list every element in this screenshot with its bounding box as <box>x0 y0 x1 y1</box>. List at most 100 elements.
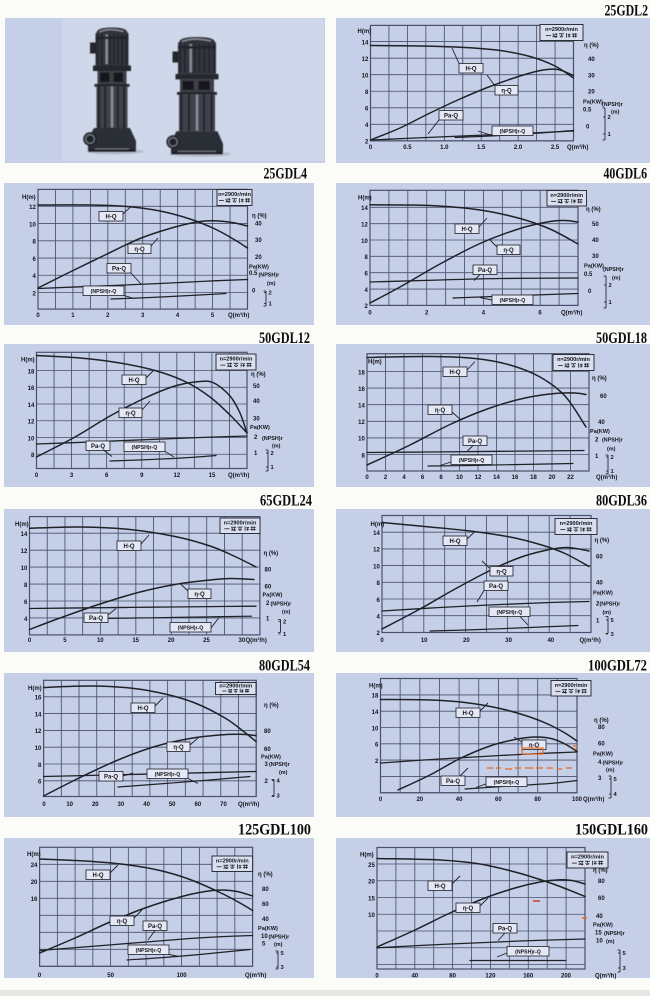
svg-text:40: 40 <box>598 420 605 426</box>
svg-text:H-Q: H-Q <box>435 884 446 890</box>
svg-text:3: 3 <box>611 632 615 638</box>
svg-text:15: 15 <box>368 896 375 902</box>
svg-text:70: 70 <box>220 802 227 808</box>
svg-text:6: 6 <box>364 272 368 278</box>
svg-text:15: 15 <box>132 638 139 644</box>
svg-text:100: 100 <box>572 797 583 803</box>
svg-text:0: 0 <box>36 313 40 319</box>
svg-text:H(m): H(m) <box>22 195 36 201</box>
svg-text:14: 14 <box>362 40 369 46</box>
svg-text:n=2900r/min: n=2900r/min <box>220 357 253 363</box>
svg-text:80: 80 <box>262 887 269 893</box>
svg-text:10: 10 <box>372 726 379 732</box>
svg-text:2: 2 <box>595 438 599 444</box>
svg-text:25GDL2: 25GDL2 <box>605 3 649 20</box>
svg-text:0.5: 0.5 <box>583 108 592 114</box>
svg-text:200: 200 <box>561 974 572 980</box>
svg-text:6: 6 <box>38 780 42 786</box>
svg-text:2: 2 <box>254 435 258 441</box>
svg-text:10: 10 <box>596 939 603 945</box>
svg-text:0: 0 <box>368 311 372 317</box>
svg-text:5: 5 <box>611 618 615 624</box>
svg-text:60: 60 <box>264 747 271 753</box>
svg-text:2: 2 <box>106 313 110 319</box>
svg-text:2: 2 <box>596 601 600 607</box>
svg-text:24: 24 <box>31 863 38 869</box>
svg-text:18: 18 <box>530 475 537 481</box>
svg-text:n=2900r/min: n=2900r/min <box>545 27 578 33</box>
svg-text:η (%): η (%) <box>586 207 601 213</box>
svg-text:80GDL36: 80GDL36 <box>596 493 647 510</box>
svg-text:1: 1 <box>596 618 600 624</box>
svg-text:Pa-Q: Pa-Q <box>444 113 458 119</box>
svg-text:14: 14 <box>358 404 365 410</box>
svg-text:Pa-Q: Pa-Q <box>478 268 492 274</box>
svg-text:Pa(KW): Pa(KW) <box>593 752 613 758</box>
svg-text:16: 16 <box>31 897 38 903</box>
svg-text:6: 6 <box>32 257 36 263</box>
svg-text:40: 40 <box>596 914 603 920</box>
svg-text:15: 15 <box>209 473 216 479</box>
svg-text:n=2900r/min: n=2900r/min <box>224 521 257 527</box>
svg-text:80: 80 <box>449 974 456 980</box>
svg-text:(NPSH)r: (NPSH)r <box>602 102 624 108</box>
svg-text:8: 8 <box>32 240 36 246</box>
svg-text:12: 12 <box>475 475 482 481</box>
svg-text:0: 0 <box>252 289 256 295</box>
svg-text:H-Q: H-Q <box>463 711 474 717</box>
svg-text:0: 0 <box>28 638 32 644</box>
svg-text:H(m): H(m) <box>371 522 385 528</box>
svg-text:η-Q: η-Q <box>134 247 145 253</box>
svg-text:60: 60 <box>495 797 502 803</box>
svg-text:60: 60 <box>598 742 605 748</box>
svg-text:10: 10 <box>97 638 104 644</box>
svg-text:(NPSH)r-Q: (NPSH)r-Q <box>515 949 541 955</box>
svg-text:(m): (m) <box>606 939 615 945</box>
svg-text:H(m): H(m) <box>21 358 35 364</box>
svg-text:(m): (m) <box>612 276 621 282</box>
svg-text:10: 10 <box>261 934 268 940</box>
svg-text:12: 12 <box>174 473 181 479</box>
svg-text:6: 6 <box>376 598 380 604</box>
svg-text:(m): (m) <box>611 110 620 116</box>
svg-text:10: 10 <box>358 437 365 443</box>
svg-text:4: 4 <box>598 760 602 766</box>
svg-text:1.5: 1.5 <box>477 145 486 151</box>
svg-text:2: 2 <box>425 311 429 317</box>
svg-text:H-Q: H-Q <box>93 873 104 879</box>
svg-text:50: 50 <box>253 384 260 390</box>
svg-text:12: 12 <box>28 420 35 426</box>
svg-text:2: 2 <box>32 291 36 297</box>
svg-text:40: 40 <box>255 222 262 228</box>
svg-text:100: 100 <box>177 973 188 979</box>
svg-text:5: 5 <box>63 638 67 644</box>
svg-text:12: 12 <box>21 549 28 555</box>
svg-text:η (%): η (%) <box>251 372 266 378</box>
svg-text:30: 30 <box>239 638 246 644</box>
svg-text:100GDL72: 100GDL72 <box>588 657 647 674</box>
svg-text:(m): (m) <box>607 447 616 453</box>
svg-text:Q(m³/h): Q(m³/h) <box>595 973 616 980</box>
svg-text:Pa(KW): Pa(KW) <box>593 591 613 597</box>
svg-text:Pa(KW): Pa(KW) <box>263 593 283 599</box>
svg-text:10: 10 <box>361 239 368 245</box>
svg-text:4: 4 <box>277 779 281 785</box>
svg-text:65GDL24: 65GDL24 <box>260 493 312 510</box>
svg-text:H-Q: H-Q <box>450 539 461 545</box>
svg-text:18: 18 <box>28 369 35 375</box>
svg-text:14: 14 <box>361 206 368 212</box>
svg-text:15: 15 <box>595 931 602 937</box>
svg-text:η (%): η (%) <box>584 43 599 49</box>
svg-text:(m): (m) <box>603 610 612 616</box>
svg-text:Q(m³/h): Q(m³/h) <box>245 972 266 979</box>
svg-text:1: 1 <box>283 632 287 638</box>
svg-text:20: 20 <box>92 802 99 808</box>
svg-text:2: 2 <box>265 779 269 785</box>
svg-text:20: 20 <box>168 638 175 644</box>
svg-text:(NPSH)r-Q: (NPSH)r-Q <box>132 445 158 451</box>
svg-text:16: 16 <box>512 475 519 481</box>
svg-text:H-Q: H-Q <box>450 370 461 376</box>
svg-text:5: 5 <box>211 313 215 319</box>
svg-text:10: 10 <box>29 222 36 228</box>
svg-text:H(m): H(m) <box>15 522 29 528</box>
